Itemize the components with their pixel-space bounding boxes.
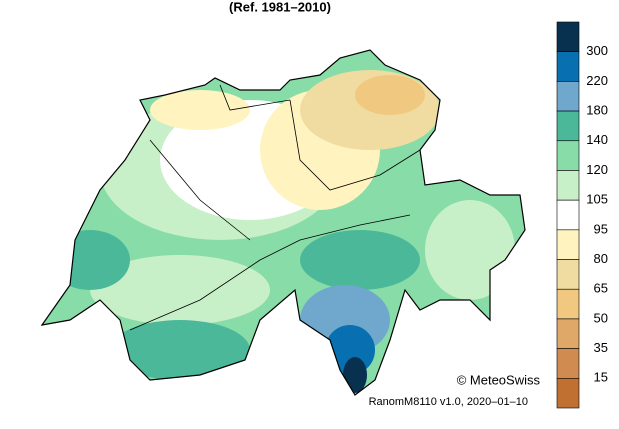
legend-swatch [556,229,580,260]
legend-swatch [556,81,580,112]
legend-swatch [556,348,580,379]
legend-label: 140 [586,132,608,147]
legend-swatch [556,51,580,82]
legend-label: 120 [586,162,608,177]
legend-label: 105 [586,192,608,207]
precipitation-map [42,50,525,395]
legend-label: 35 [594,340,608,355]
map-title: (Ref. 1981–2010) [229,0,331,14]
legend-label: 180 [586,103,608,118]
legend-label: 220 [586,73,608,88]
legend-label: 95 [594,221,608,236]
legend-swatch [556,140,580,171]
legend-swatch [556,288,580,320]
legend-swatch [556,110,580,142]
legend-swatch [556,21,580,52]
legend-label: 300 [586,43,608,58]
legend-label: 15 [594,370,608,385]
legend-label: 65 [594,281,608,296]
legend-swatch [556,259,580,290]
canton-borders [129,84,421,331]
credit: © MeteoSwiss [457,372,541,387]
legend-label: 50 [594,310,608,325]
legend: 300 220 180 140 120 105 95 80 65 50 35 15 [556,21,608,409]
legend-swatch [556,199,580,231]
legend-swatch [556,378,580,409]
legend-swatch [556,318,580,349]
legend-swatch [556,170,580,201]
version-label: RanomM8110 v1.0, 2020–01–10 [369,396,528,408]
country-border [40,49,526,396]
legend-label: 80 [594,251,608,266]
